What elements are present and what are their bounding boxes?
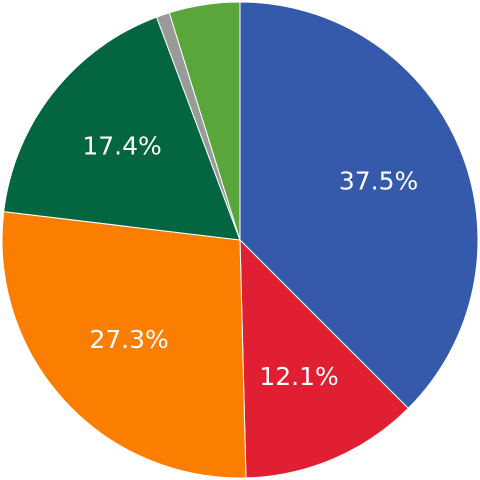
slice-value-label: 27.3% xyxy=(89,325,168,354)
pie-slice xyxy=(1,211,247,479)
pie-slice xyxy=(239,239,409,479)
pie-labels: 37.5% 12.1% 27.3% 17.4% xyxy=(82,131,418,391)
slice-value-label: 12.1% xyxy=(259,362,338,391)
pie-slice xyxy=(3,16,241,241)
slice-value-label: 17.4% xyxy=(82,131,161,160)
slice-value-label: 37.5% xyxy=(339,167,418,196)
pie-slice xyxy=(239,1,479,409)
pie-slice xyxy=(168,1,241,241)
